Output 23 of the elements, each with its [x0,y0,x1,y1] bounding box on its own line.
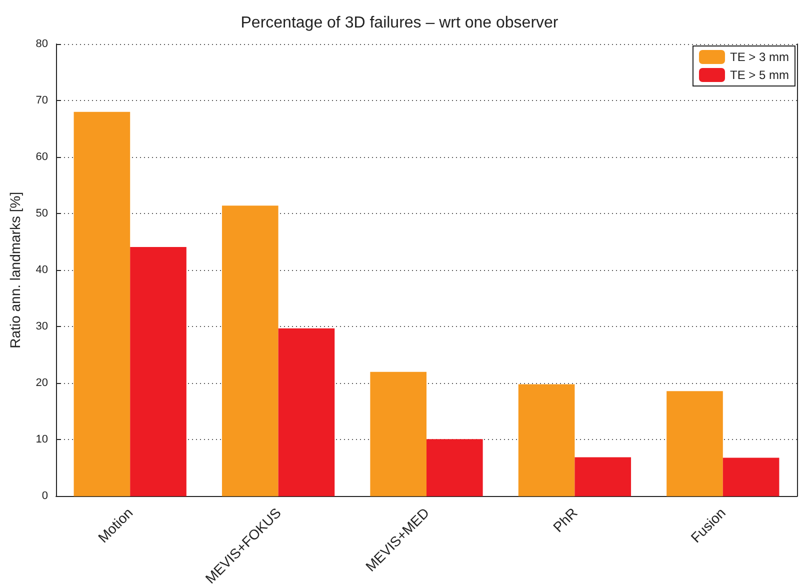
y-tick-label: 10 [36,434,48,446]
bar [666,391,723,496]
bar [426,439,483,496]
y-tick-label: 80 [36,38,48,50]
y-tick-label: 50 [36,208,48,220]
legend-label: TE > 5 mm [730,68,790,82]
bar [278,328,335,496]
y-tick-label: 40 [36,264,48,276]
bar [222,206,278,496]
bar [74,112,130,496]
y-axis-title: Ratio ann. landmarks [%] [7,192,23,348]
bar [574,457,632,496]
bar [370,372,426,496]
y-tick-label: 20 [36,377,48,390]
bar [518,384,575,496]
bar [130,246,186,496]
y-tick-label: 30 [36,320,48,333]
chart-title: Percentage of 3D failures – wrt one observer [240,14,559,32]
legend-label: TE > 3 mm [730,50,790,64]
y-tick-label: 60 [36,151,48,164]
y-tick-label: 70 [36,94,48,107]
bar [722,458,780,496]
y-tick-label: 0 [42,490,48,502]
